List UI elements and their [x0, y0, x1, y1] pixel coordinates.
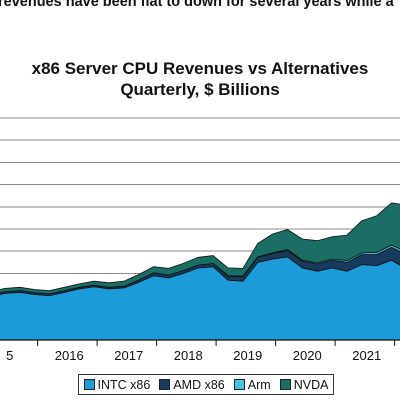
x-tick-label: 2020	[293, 348, 322, 363]
x-tick-label: 5	[6, 348, 13, 363]
x-tick-label: 2021	[352, 348, 381, 363]
legend-label: AMD x86	[173, 377, 225, 392]
legend: INTC x86 AMD x86 Arm NVDA	[78, 374, 334, 395]
legend-label: INTC x86	[97, 377, 151, 392]
x-tick-label: 2018	[174, 348, 203, 363]
x-tick-label: 2016	[55, 348, 84, 363]
legend-item: AMD x86	[159, 377, 225, 392]
legend-swatch	[159, 379, 171, 390]
banner-text: revenues have been flat to down for seve…	[0, 0, 394, 10]
legend-item: NVDA	[279, 377, 329, 392]
chart-title: x86 Server CPU Revenues vs Alternatives	[31, 59, 369, 78]
legend-label: Arm	[247, 377, 271, 392]
x-axis: 520162017201820192020202120	[0, 339, 400, 363]
legend-item: Arm	[233, 377, 271, 392]
chart-subtitle: Quarterly, $ Billions	[120, 80, 280, 99]
chart-title-block: x86 Server CPU Revenues vs Alternatives …	[0, 58, 400, 100]
legend-swatch	[233, 379, 245, 390]
x-tick-label: 2017	[114, 348, 143, 363]
legend-label: NVDA	[293, 377, 329, 392]
area-nvda	[0, 202, 400, 295]
legend-swatch	[279, 379, 291, 390]
area-series	[0, 202, 400, 341]
x-tick-label: 2019	[233, 348, 262, 363]
legend-swatch	[83, 379, 95, 390]
legend-item: INTC x86	[83, 377, 151, 392]
